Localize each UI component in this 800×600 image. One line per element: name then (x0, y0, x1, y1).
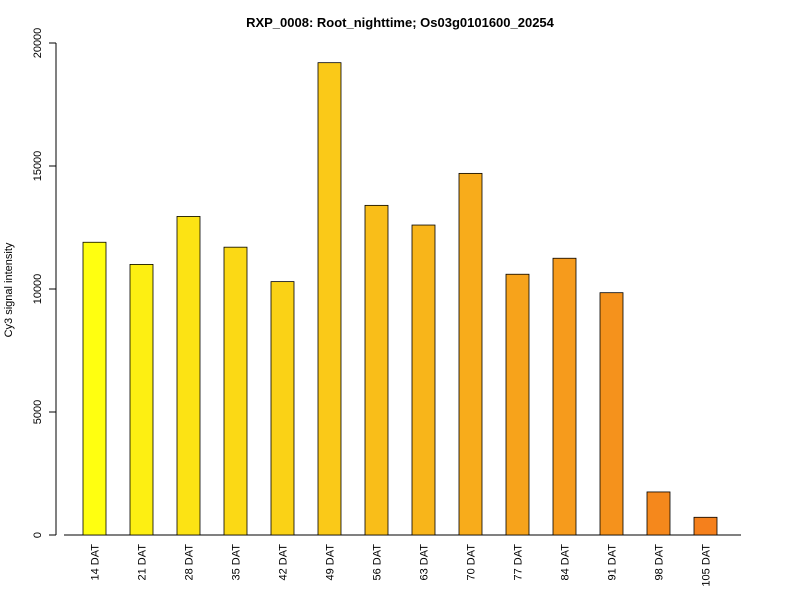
x-tick-label: 105 DAT (701, 544, 713, 587)
y-axis-label: Cy3 signal intensity (3, 242, 15, 337)
bars (82, 62, 718, 536)
x-tick-label: 98 DAT (654, 544, 666, 581)
bar (552, 257, 577, 536)
x-tick-label: 14 DAT (90, 544, 102, 581)
chart-title: RXP_0008: Root_nighttime; Os03g0101600_2… (246, 15, 555, 30)
x-tick-label: 91 DAT (607, 544, 619, 581)
x-tick-label: 77 DAT (513, 544, 525, 581)
bar (599, 292, 624, 536)
x-tick-label: 70 DAT (466, 544, 478, 581)
y-tick-label: 10000 (32, 274, 44, 305)
x-tick-label: 42 DAT (278, 544, 290, 581)
y-tick-label: 0 (32, 532, 44, 538)
x-tick-label: 84 DAT (560, 544, 572, 581)
bar (364, 204, 389, 536)
bar (458, 172, 483, 536)
bar (317, 62, 342, 536)
bar (646, 491, 671, 536)
bar (129, 263, 154, 536)
bar (82, 241, 107, 536)
bar (270, 281, 295, 536)
x-tick-label: 56 DAT (372, 544, 384, 581)
x-tick-label: 63 DAT (419, 544, 431, 581)
y-axis: 0 5000 10000 15000 20000 (32, 28, 57, 538)
bar (505, 273, 530, 536)
x-tick-label: 28 DAT (184, 544, 196, 581)
y-tick-label: 15000 (32, 151, 44, 182)
x-tick-label: 21 DAT (137, 544, 149, 581)
x-tick-labels: 14 DAT 21 DAT 28 DAT 35 DAT 42 DAT 49 DAT 56 D… (90, 544, 713, 587)
x-tick-label: 35 DAT (231, 544, 243, 581)
bar (223, 246, 248, 536)
x-tick-label: 49 DAT (325, 544, 337, 581)
bar (693, 516, 718, 536)
y-tick-label: 20000 (32, 28, 44, 59)
bar (176, 216, 201, 536)
y-tick-label: 5000 (32, 400, 44, 424)
bar (411, 224, 436, 536)
